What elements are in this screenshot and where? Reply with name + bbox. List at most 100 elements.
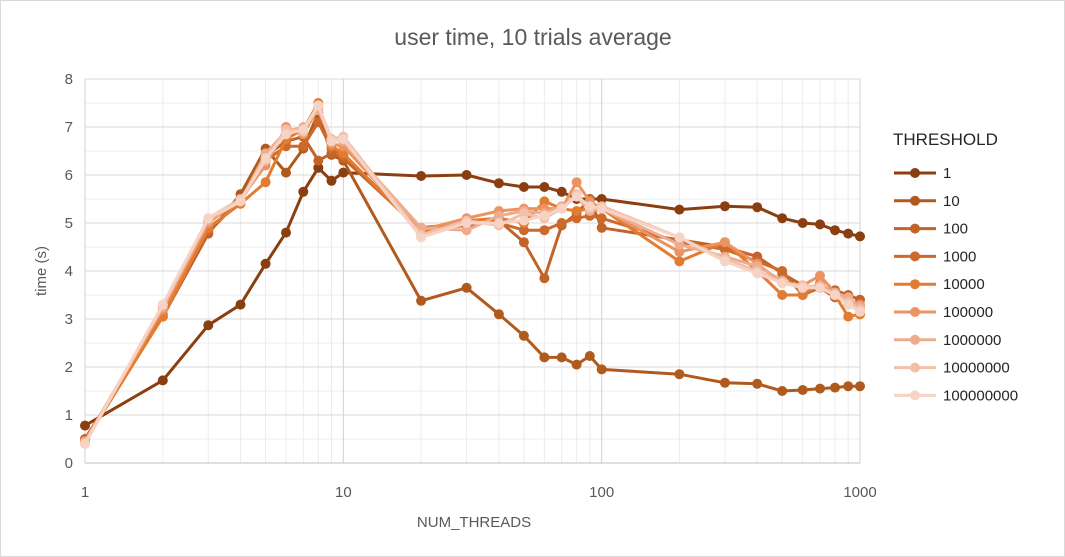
data-point bbox=[518, 237, 529, 248]
data-point bbox=[596, 222, 607, 233]
data-point bbox=[777, 386, 788, 396]
data-point bbox=[235, 196, 246, 207]
data-point bbox=[313, 162, 324, 173]
series-line bbox=[83, 120, 862, 443]
series-10000 bbox=[80, 98, 865, 447]
legend-swatch-marker bbox=[910, 195, 920, 206]
legend-title: THRESHOLD bbox=[893, 130, 998, 149]
data-point bbox=[797, 218, 808, 228]
data-point bbox=[416, 171, 427, 181]
data-point bbox=[157, 299, 168, 310]
series-10000000 bbox=[80, 100, 865, 449]
data-point bbox=[843, 228, 854, 239]
legend-entry: 100000000 bbox=[894, 387, 1018, 404]
data-point bbox=[298, 141, 309, 152]
legend-entry: 10000000 bbox=[894, 360, 1010, 377]
data-point bbox=[539, 210, 550, 221]
data-point bbox=[157, 375, 168, 386]
x-tick-label: 1 bbox=[81, 484, 89, 501]
data-point bbox=[855, 231, 865, 242]
x-tick-label: 100 bbox=[589, 484, 614, 501]
data-point bbox=[556, 352, 567, 363]
data-point bbox=[752, 268, 763, 279]
data-point bbox=[777, 278, 788, 288]
data-point bbox=[674, 246, 685, 257]
data-point bbox=[416, 232, 427, 243]
data-point bbox=[719, 244, 730, 255]
legend-label: 100000000 bbox=[943, 387, 1018, 404]
data-point bbox=[752, 202, 763, 213]
data-point bbox=[719, 201, 730, 212]
data-point bbox=[777, 213, 788, 224]
data-point bbox=[416, 295, 427, 306]
series-line bbox=[83, 103, 862, 446]
data-point bbox=[843, 311, 854, 322]
data-point bbox=[571, 213, 582, 224]
legend-entry: 100 bbox=[894, 221, 968, 238]
y-axis-title: time (s) bbox=[33, 246, 50, 296]
series-line bbox=[83, 135, 862, 441]
data-point bbox=[674, 204, 685, 215]
x-tick-label: 10 bbox=[335, 484, 352, 501]
data-point bbox=[797, 385, 808, 395]
data-point bbox=[313, 117, 324, 128]
series-line bbox=[83, 108, 862, 443]
data-point bbox=[313, 100, 324, 111]
data-point bbox=[298, 186, 309, 197]
data-point bbox=[584, 351, 595, 361]
data-point bbox=[518, 208, 529, 219]
data-point bbox=[855, 306, 865, 317]
x-axis-tick-labels: 1 10 100 1000 bbox=[81, 484, 877, 501]
data-point bbox=[313, 155, 324, 166]
data-point bbox=[203, 320, 214, 331]
data-point bbox=[539, 182, 550, 192]
legend-label: 10000 bbox=[943, 276, 985, 293]
legend-label: 10000000 bbox=[943, 360, 1010, 377]
data-point bbox=[461, 170, 472, 180]
data-point bbox=[281, 227, 291, 238]
data-point bbox=[830, 225, 840, 236]
series-line bbox=[83, 166, 862, 428]
data-point bbox=[674, 232, 685, 243]
data-point bbox=[855, 381, 865, 392]
data-point bbox=[596, 213, 607, 224]
data-point bbox=[235, 299, 246, 310]
legend-swatch-marker bbox=[910, 168, 920, 178]
y-tick-label: 4 bbox=[65, 263, 73, 280]
data-point bbox=[571, 177, 582, 188]
series-line bbox=[83, 111, 862, 441]
data-point bbox=[493, 210, 504, 221]
data-point bbox=[843, 381, 854, 392]
data-point bbox=[338, 134, 349, 144]
legend-label: 1000000 bbox=[943, 332, 1001, 349]
x-axis-title: NUM_THREADS bbox=[417, 514, 531, 531]
y-tick-label: 3 bbox=[65, 311, 73, 328]
data-point bbox=[281, 167, 291, 178]
data-point bbox=[493, 178, 504, 189]
data-point bbox=[556, 186, 567, 197]
legend-label: 1000 bbox=[943, 248, 976, 265]
legend-entry: 10000 bbox=[894, 276, 985, 293]
legend-swatch-marker bbox=[910, 251, 920, 262]
data-point bbox=[539, 273, 550, 284]
y-tick-label: 2 bbox=[65, 359, 73, 376]
legend-label: 100 bbox=[943, 221, 968, 238]
data-point bbox=[815, 270, 825, 281]
data-point bbox=[830, 382, 840, 393]
data-point bbox=[571, 359, 582, 370]
y-tick-label: 6 bbox=[65, 167, 73, 184]
data-point bbox=[674, 369, 685, 380]
data-point bbox=[260, 177, 271, 188]
series-100 bbox=[80, 131, 865, 444]
data-point bbox=[596, 364, 607, 375]
data-point bbox=[518, 215, 529, 226]
data-point bbox=[539, 352, 550, 363]
y-tick-label: 8 bbox=[65, 71, 73, 88]
data-point bbox=[797, 290, 808, 300]
series-layer bbox=[80, 98, 865, 449]
data-point bbox=[674, 239, 685, 250]
data-point bbox=[797, 282, 808, 293]
data-point bbox=[719, 256, 730, 267]
series-100000000 bbox=[80, 100, 865, 449]
